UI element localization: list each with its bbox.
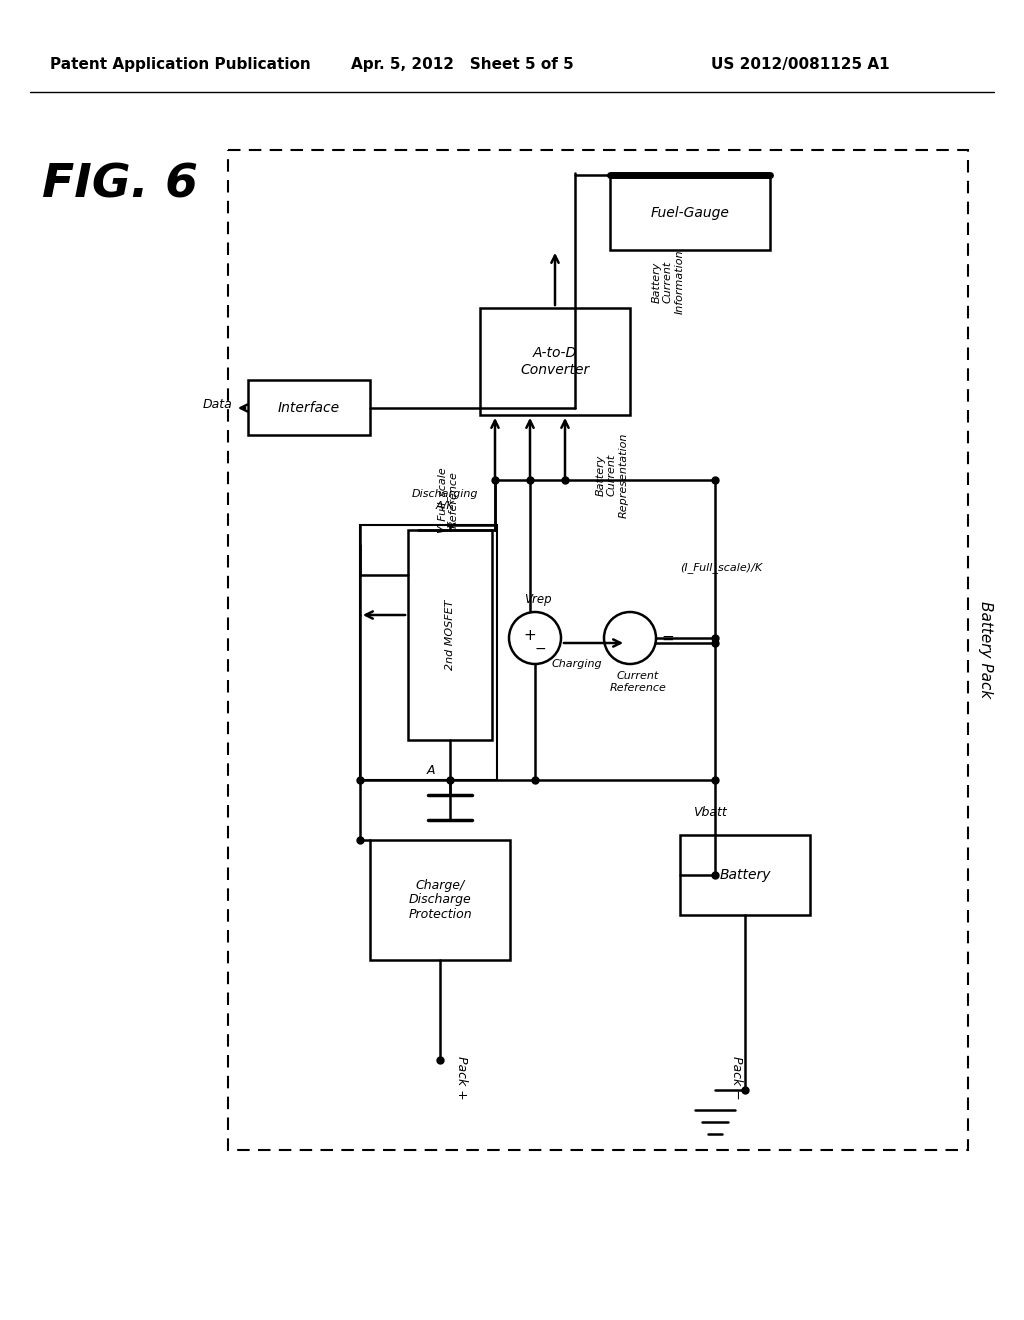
Text: A: A xyxy=(427,763,435,776)
Text: Charging: Charging xyxy=(552,659,602,669)
Bar xyxy=(370,840,510,960)
Text: Battery
Current
Representation: Battery Current Representation xyxy=(595,433,629,517)
Bar xyxy=(408,531,492,741)
Text: FIG. 6: FIG. 6 xyxy=(42,162,198,207)
Text: Patent Application Publication: Patent Application Publication xyxy=(49,58,310,73)
Bar xyxy=(228,150,968,1150)
Text: (I_Full_scale)/K: (I_Full_scale)/K xyxy=(680,562,762,573)
Text: Vrep: Vrep xyxy=(524,594,552,606)
Text: Battery Pack: Battery Pack xyxy=(978,602,992,698)
Bar xyxy=(610,176,770,249)
Text: US 2012/0081125 A1: US 2012/0081125 A1 xyxy=(711,58,889,73)
Circle shape xyxy=(509,612,561,664)
Text: V_Full_scale
Reference: V_Full_scale Reference xyxy=(436,467,459,533)
Circle shape xyxy=(604,612,656,664)
Text: Battery: Battery xyxy=(719,869,771,882)
Bar xyxy=(680,836,810,915)
Bar xyxy=(480,308,630,414)
Text: Charge/
Discharge
Protection: Charge/ Discharge Protection xyxy=(409,879,472,921)
Text: Fuel-Gauge: Fuel-Gauge xyxy=(650,206,729,219)
Text: Current
Reference: Current Reference xyxy=(609,671,667,693)
Text: A-to-D
Converter: A-to-D Converter xyxy=(520,346,590,376)
Bar xyxy=(360,525,497,780)
Bar xyxy=(248,380,370,436)
Text: Discharging
A/K: Discharging A/K xyxy=(412,490,478,511)
Text: Interface: Interface xyxy=(278,400,340,414)
Text: Apr. 5, 2012   Sheet 5 of 5: Apr. 5, 2012 Sheet 5 of 5 xyxy=(350,58,573,73)
Text: Data: Data xyxy=(203,399,232,412)
Text: +: + xyxy=(523,628,537,644)
Text: 2nd MOSFET: 2nd MOSFET xyxy=(445,599,455,671)
Text: Battery
Current
Information: Battery Current Information xyxy=(651,249,685,314)
Text: −: − xyxy=(535,642,546,656)
Text: =: = xyxy=(662,631,675,645)
Text: Pack −: Pack − xyxy=(730,1056,743,1100)
Text: Vbatt: Vbatt xyxy=(693,807,727,820)
Text: Pack +: Pack + xyxy=(455,1056,468,1100)
